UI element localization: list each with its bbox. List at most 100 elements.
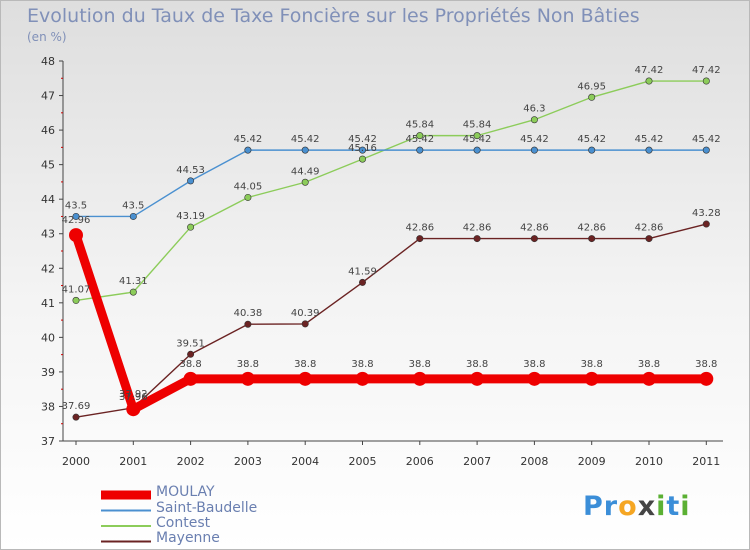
x-tick-label: 2009 — [578, 455, 606, 468]
data-point-saint-baudelle — [645, 146, 653, 154]
x-tick-label: 2004 — [291, 455, 319, 468]
data-label-mayenne: 42.86 — [463, 223, 492, 234]
data-label-saint-baudelle: 45.42 — [291, 134, 320, 145]
data-point-contest — [301, 178, 309, 186]
data-label-mayenne: 42.86 — [577, 223, 606, 234]
data-point-saint-baudelle — [72, 212, 80, 220]
data-label-mayenne: 37.69 — [62, 401, 91, 412]
data-label-mayenne: 37.96 — [119, 392, 148, 403]
data-point-moulay — [699, 371, 714, 386]
data-label-saint-baudelle: 43.5 — [122, 200, 144, 211]
data-label-saint-baudelle: 45.42 — [577, 134, 606, 145]
y-tick-label: 37 — [41, 435, 55, 448]
logo-letter: o — [618, 491, 638, 522]
data-point-mayenne — [244, 320, 252, 328]
data-point-contest — [187, 223, 195, 231]
logo-letter: x — [637, 491, 657, 522]
logo-letter: r — [603, 491, 619, 522]
series-layer — [69, 77, 714, 421]
data-label-moulay: 38.8 — [581, 359, 603, 370]
y-tick-label: 42 — [41, 262, 55, 275]
series-line-saint-baudelle — [75, 149, 707, 218]
data-point-moulay — [355, 371, 370, 386]
data-point-moulay — [527, 371, 542, 386]
data-label-contest: 45.16 — [348, 143, 377, 154]
y-tick-label: 43 — [41, 228, 55, 241]
data-label-moulay: 38.8 — [695, 359, 717, 370]
logo-letter: i — [656, 491, 667, 522]
x-tick-label: 2001 — [119, 455, 147, 468]
y-tick-label: 38 — [41, 400, 55, 413]
data-label-moulay: 38.8 — [294, 359, 316, 370]
proxiti-logo: Proxiti — [583, 491, 691, 522]
data-label-mayenne: 41.59 — [348, 266, 377, 277]
data-label-moulay: 38.8 — [237, 359, 259, 370]
data-point-saint-baudelle — [588, 146, 596, 154]
data-label-saint-baudelle: 45.42 — [520, 134, 549, 145]
data-point-mayenne — [358, 278, 366, 286]
data-label-mayenne: 42.86 — [635, 223, 664, 234]
data-label-contest: 44.05 — [234, 181, 263, 192]
data-labels: 37.69 37.96 39.51 40.38 40.39 41.59 42.86 42.86… — [62, 65, 721, 412]
data-point-contest — [358, 155, 366, 163]
data-label-moulay: 38.8 — [523, 359, 545, 370]
chart-title: Evolution du Taux de Taxe Foncière sur l… — [27, 5, 640, 27]
data-point-moulay — [298, 371, 313, 386]
data-point-moulay — [183, 371, 198, 386]
data-label-saint-baudelle: 45.42 — [405, 134, 434, 145]
data-label-mayenne: 43.28 — [692, 208, 721, 219]
series-line-mayenne — [75, 223, 707, 418]
logo-letter: P — [583, 491, 604, 522]
unit-label: (en %) — [27, 30, 67, 44]
data-label-saint-baudelle: 43.5 — [65, 200, 87, 211]
data-label-contest: 45.84 — [463, 120, 492, 131]
legend-label-mayenne: Mayenne — [156, 530, 220, 546]
data-point-saint-baudelle — [244, 146, 252, 154]
data-point-saint-baudelle — [301, 146, 309, 154]
data-label-contest: 47.42 — [692, 65, 721, 76]
data-point-contest — [72, 296, 80, 304]
data-point-moulay — [69, 228, 83, 243]
data-point-moulay — [470, 371, 485, 386]
data-point-saint-baudelle — [187, 177, 195, 185]
data-label-moulay: 38.8 — [351, 359, 373, 370]
data-point-mayenne — [416, 235, 424, 243]
data-point-saint-baudelle — [473, 146, 481, 154]
x-tick-label: 2007 — [463, 455, 491, 468]
x-tick-label: 2011 — [692, 455, 720, 468]
data-label-saint-baudelle: 45.42 — [692, 134, 721, 145]
data-label-mayenne: 42.86 — [405, 223, 434, 234]
data-label-contest: 43.19 — [176, 211, 205, 222]
data-point-contest — [129, 288, 137, 296]
data-label-moulay: 38.8 — [409, 359, 431, 370]
data-point-saint-baudelle — [358, 146, 366, 154]
data-label-contest: 41.07 — [62, 284, 91, 295]
data-point-mayenne — [72, 413, 80, 421]
data-point-mayenne — [588, 235, 596, 243]
data-label-moulay: 38.8 — [466, 359, 488, 370]
data-point-saint-baudelle — [416, 146, 424, 154]
data-label-saint-baudelle: 45.42 — [463, 134, 492, 145]
y-tick-label: 40 — [41, 331, 55, 344]
x-tick-label: 2008 — [520, 455, 548, 468]
data-label-mayenne: 40.38 — [234, 308, 263, 319]
data-label-moulay: 38.8 — [638, 359, 660, 370]
data-label-moulay: 38.8 — [179, 359, 201, 370]
data-point-saint-baudelle — [530, 146, 538, 154]
series-line-moulay — [71, 230, 711, 414]
data-point-moulay — [126, 402, 141, 417]
y-tick-label: 47 — [41, 90, 55, 103]
data-label-contest: 41.31 — [119, 276, 148, 287]
data-point-moulay — [584, 371, 599, 386]
x-tick-label: 2000 — [62, 455, 90, 468]
data-point-mayenne — [530, 235, 538, 243]
y-tick-label: 48 — [41, 55, 55, 68]
data-point-contest — [530, 116, 538, 124]
legend-label-contest: Contest — [156, 515, 211, 531]
legend-swatches — [101, 490, 151, 543]
data-label-saint-baudelle: 45.42 — [234, 134, 263, 145]
data-label-saint-baudelle: 45.42 — [348, 134, 377, 145]
legend-label-saint-baudelle: Saint-Baudelle — [156, 500, 258, 516]
data-point-moulay — [412, 371, 427, 386]
